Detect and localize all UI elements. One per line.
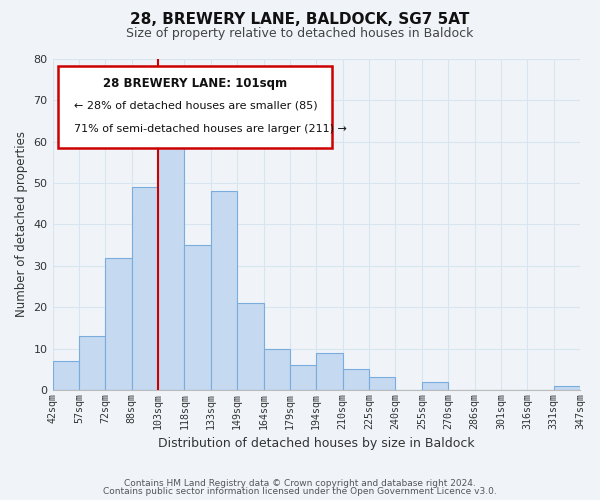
Text: Contains HM Land Registry data © Crown copyright and database right 2024.: Contains HM Land Registry data © Crown c… — [124, 478, 476, 488]
Text: 71% of semi-detached houses are larger (211) →: 71% of semi-detached houses are larger (… — [74, 124, 347, 134]
Text: 28, BREWERY LANE, BALDOCK, SG7 5AT: 28, BREWERY LANE, BALDOCK, SG7 5AT — [130, 12, 470, 28]
Bar — [184, 245, 211, 390]
Bar — [422, 382, 448, 390]
Bar — [263, 348, 290, 390]
Bar — [53, 361, 79, 390]
Bar — [369, 378, 395, 390]
Bar — [237, 303, 263, 390]
Bar — [105, 258, 131, 390]
X-axis label: Distribution of detached houses by size in Baldock: Distribution of detached houses by size … — [158, 437, 475, 450]
Text: Contains public sector information licensed under the Open Government Licence v3: Contains public sector information licen… — [103, 487, 497, 496]
Bar — [131, 187, 158, 390]
Text: Size of property relative to detached houses in Baldock: Size of property relative to detached ho… — [127, 28, 473, 40]
Bar — [316, 352, 343, 390]
FancyBboxPatch shape — [58, 66, 332, 148]
Text: 28 BREWERY LANE: 101sqm: 28 BREWERY LANE: 101sqm — [103, 77, 287, 90]
Bar — [290, 365, 316, 390]
Bar — [158, 138, 184, 390]
Y-axis label: Number of detached properties: Number of detached properties — [15, 132, 28, 318]
Bar — [79, 336, 105, 390]
Bar — [343, 369, 369, 390]
Bar — [554, 386, 580, 390]
Bar — [211, 192, 237, 390]
Text: ← 28% of detached houses are smaller (85): ← 28% of detached houses are smaller (85… — [74, 100, 317, 110]
